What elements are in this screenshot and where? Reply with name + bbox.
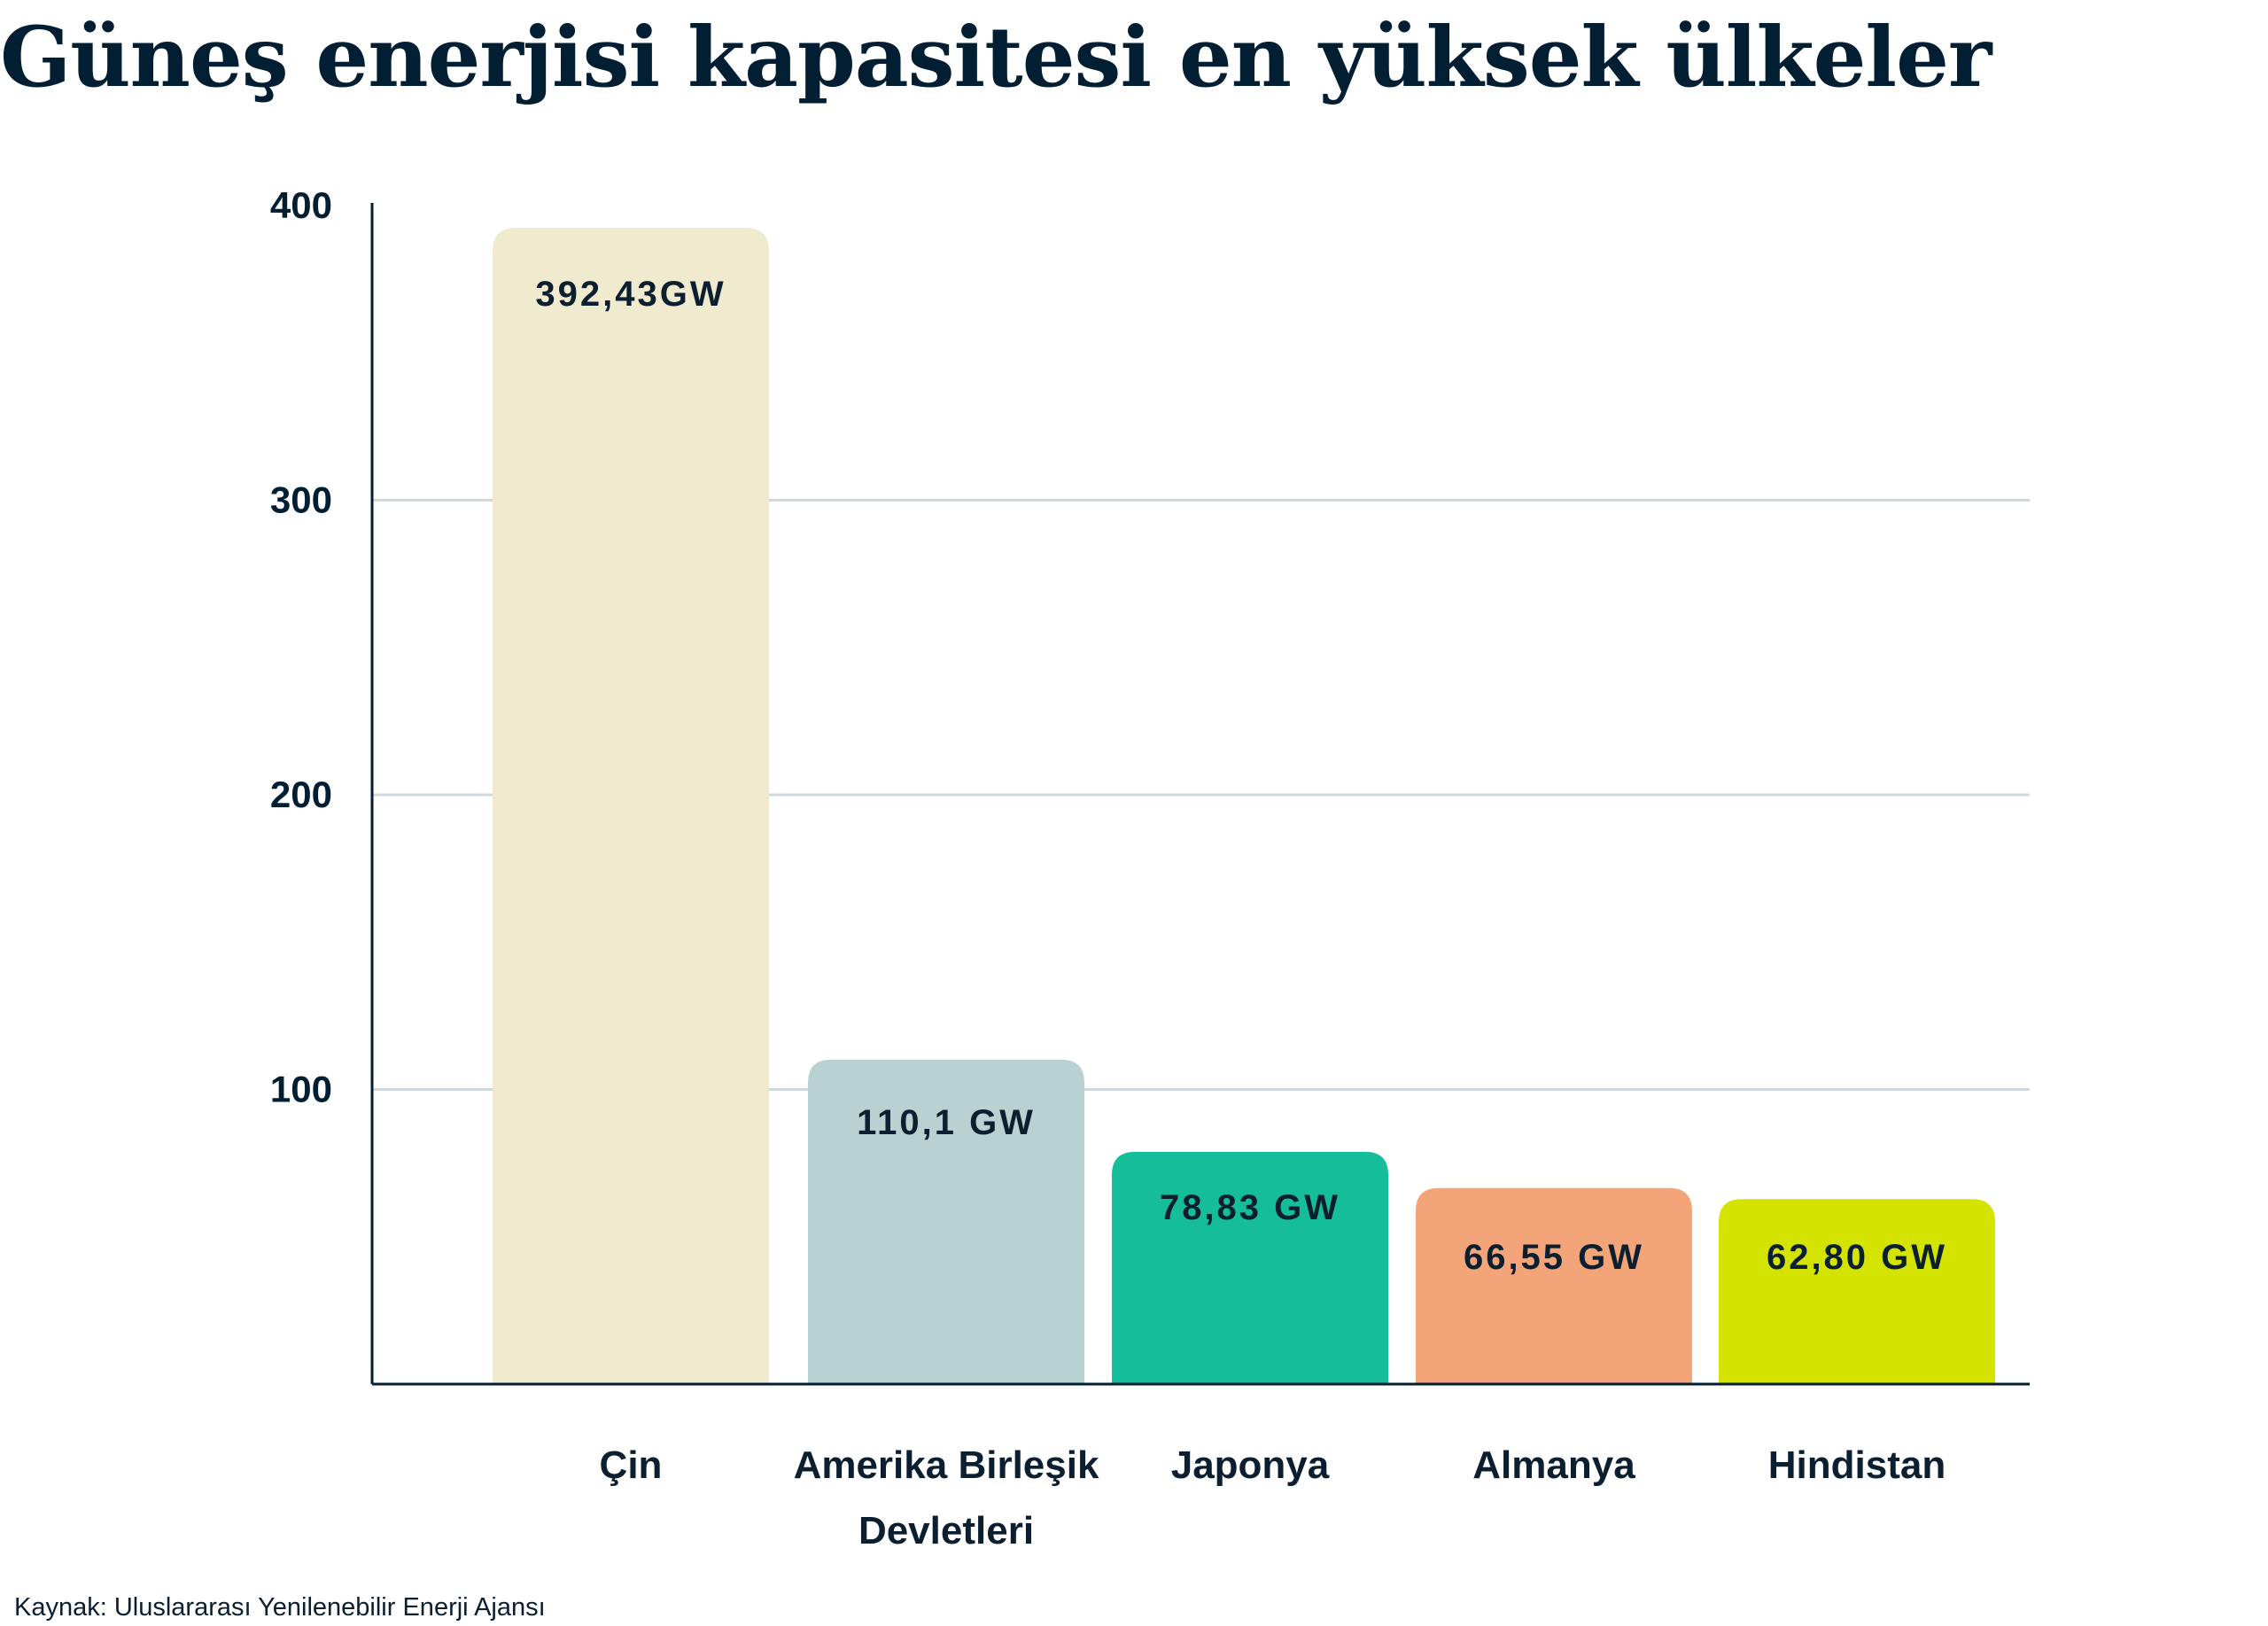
bar (1112, 1151, 1388, 1384)
x-tick-label: Devletleri (858, 1509, 1034, 1552)
x-tick-label: Çin (600, 1443, 663, 1487)
bar (493, 228, 769, 1384)
data-label: 66,55 GW (1464, 1238, 1644, 1277)
data-label: 110,1 GW (857, 1103, 1036, 1142)
chart-title: Güneş enerjisi kapasitesi en yüksek ülke… (0, 9, 1992, 106)
x-tick-label: Hindistan (1768, 1443, 1946, 1487)
x-tick-label: Japonya (1171, 1443, 1330, 1487)
x-tick-label: Amerika Birleşik (794, 1443, 1099, 1487)
source-note: Kaynak: Uluslararası Yenilenebilir Enerj… (14, 1593, 546, 1622)
y-tick-label: 200 (270, 774, 332, 815)
y-tick-label: 300 (270, 479, 332, 521)
y-tick-label: 400 (270, 184, 332, 226)
bar (1416, 1187, 1692, 1384)
y-tick-label: 100 (270, 1069, 332, 1110)
x-tick-label: Almanya (1472, 1443, 1635, 1487)
bar (1719, 1199, 1995, 1384)
data-label: 62,80 GW (1767, 1238, 1947, 1277)
data-label: 392,43GW (535, 275, 726, 314)
bar (808, 1059, 1084, 1384)
data-label: 78,83 GW (1160, 1188, 1340, 1227)
